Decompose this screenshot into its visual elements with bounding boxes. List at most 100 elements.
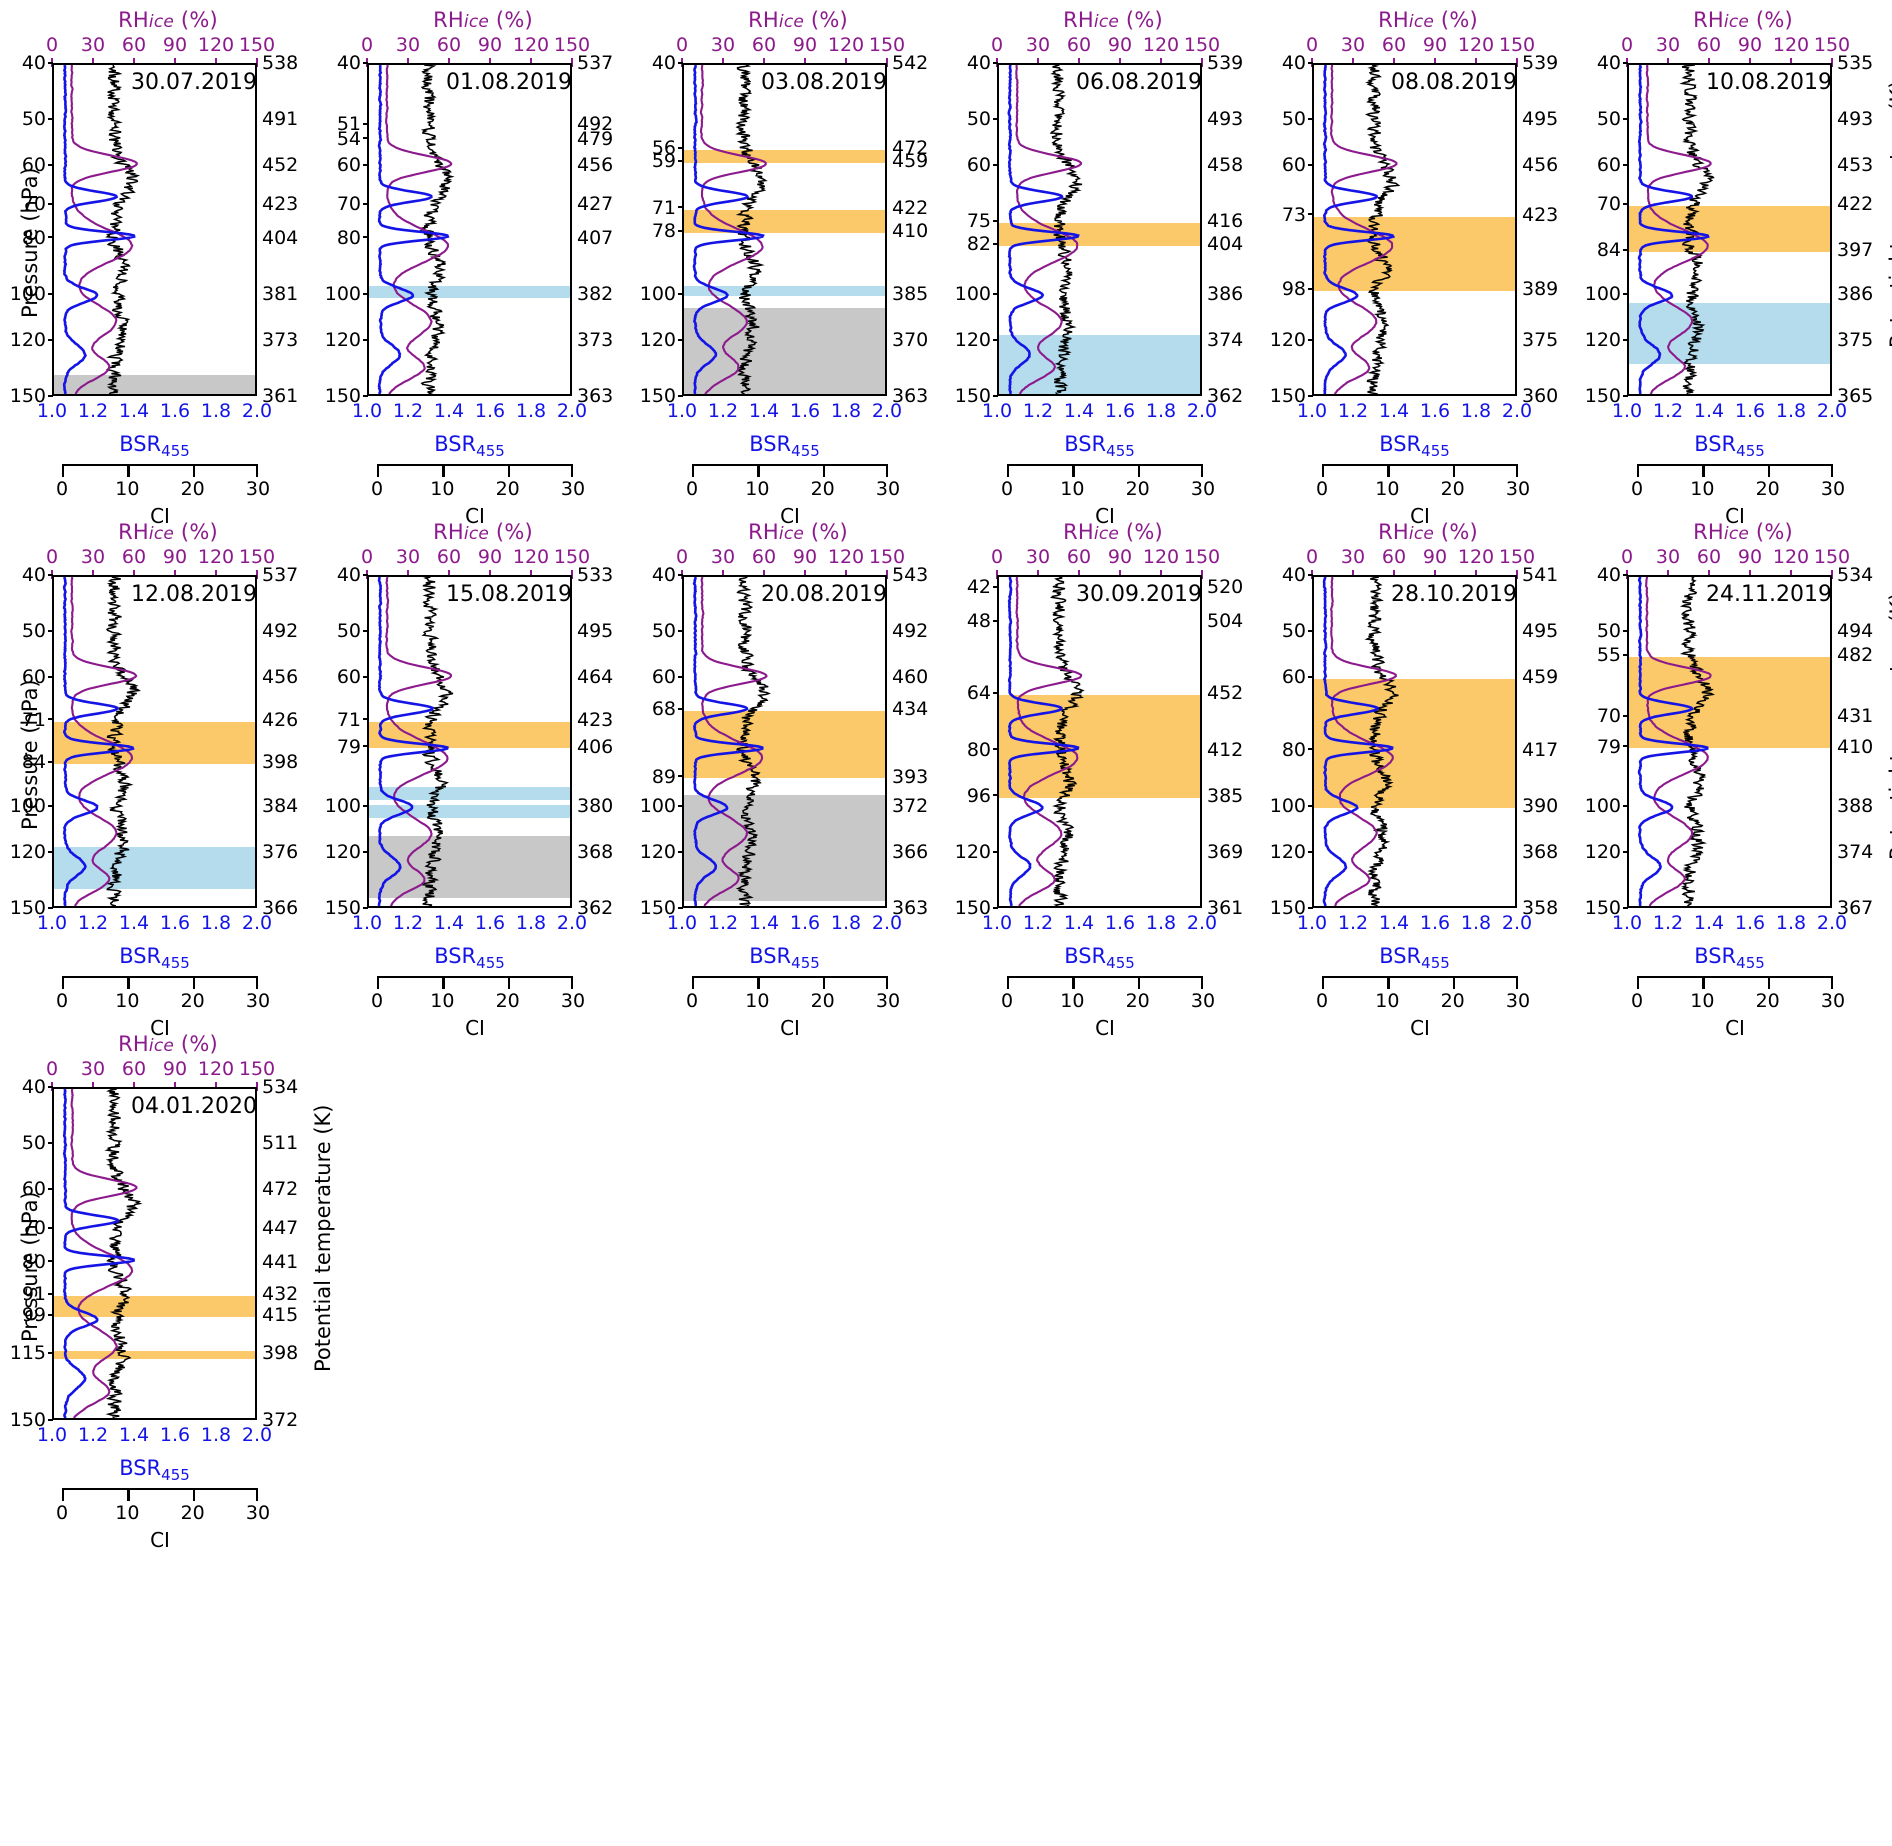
pressure-tick-mark (993, 292, 998, 295)
ci-axis (1322, 976, 1518, 989)
rh-tick-label: 150 (553, 546, 591, 568)
rh-tick-label: 150 (1813, 546, 1851, 568)
bsr455-trace (1639, 577, 1707, 906)
pressure-tick-mark (363, 745, 368, 748)
bsr-axis-title: BSR455 (749, 944, 820, 973)
pressure-tick-label: 56 (651, 136, 676, 159)
rh-axis-title-sub: ice (1408, 12, 1435, 32)
rh-axis-title-text: RH (1063, 8, 1094, 32)
rh-tick-mark (1666, 58, 1670, 67)
rh-tick-label: 120 (197, 546, 235, 568)
pressure-tick-label: 42 (966, 576, 991, 599)
theta-tick-label: 459 (1522, 666, 1559, 689)
rh-axis-title-sub: ice (1723, 12, 1750, 32)
rh-tick-mark (803, 58, 807, 67)
ci-tick-label: 20 (180, 478, 205, 500)
bsr-tick-label: 1.4 (1378, 912, 1410, 934)
ci-tick-mark (62, 466, 65, 477)
pressure-tick-label: 80 (21, 226, 46, 249)
ci-tick-mark (1702, 978, 1705, 989)
ci-tick-mark (255, 1490, 258, 1501)
ci-axis (1637, 464, 1833, 477)
pressure-tick-mark (1623, 248, 1628, 251)
rh-tick-mark (447, 58, 451, 67)
ci-tick-mark (1637, 466, 1640, 477)
plot-area (1312, 63, 1517, 396)
rh-tick-mark (173, 58, 177, 67)
rh-tick-label: 120 (1772, 546, 1810, 568)
ci-tick-mark (1387, 466, 1390, 477)
ci-tick-mark (1767, 978, 1771, 989)
rh-tick-mark (488, 58, 492, 67)
bsr-tick-label: 1.2 (1337, 400, 1369, 422)
ci-axis (377, 464, 573, 477)
rh-tick-mark (1707, 58, 1711, 67)
theta-tick-label: 539 (1207, 52, 1244, 74)
rh-tick-mark (406, 570, 410, 579)
pressure-tick-mark (1623, 202, 1628, 205)
pressure-tick-label: 73 (1281, 203, 1306, 226)
rh-tick-mark (1392, 58, 1396, 67)
bsr-tick-label: 1.0 (1611, 912, 1643, 934)
theta-tick-label: 397 (1837, 238, 1874, 261)
pressure-tick-label: 60 (21, 1178, 46, 1201)
pressure-tick-mark (48, 1292, 53, 1295)
rh-tick-label: 60 (121, 34, 147, 56)
pressure-tick-label: 100 (1584, 282, 1621, 305)
pressure-tick-label: 70 (21, 193, 46, 215)
theta-tick-label: 432 (262, 1283, 299, 1306)
bsr-tick-label: 1.4 (118, 400, 150, 422)
theta-tick-label: 426 (262, 708, 299, 731)
ci-trace (1367, 65, 1398, 394)
rh-tick-label: 0 (45, 546, 59, 568)
rh-axis-title-unit: (%) (489, 8, 533, 32)
rh-tick-label: 30 (80, 546, 106, 568)
rh-tick-label: 0 (360, 546, 374, 568)
pressure-tick-mark (48, 1260, 53, 1263)
pressure-tick-label: 60 (1281, 666, 1306, 689)
plot-box (682, 63, 887, 396)
theta-tick-label: 423 (577, 708, 614, 731)
pressure-tick-label: 150 (1269, 385, 1306, 407)
bsr-tick-label: 2.0 (241, 912, 273, 934)
pressure-axis-label: Pressure (hPa) (18, 679, 42, 830)
pressure-tick-mark (1308, 287, 1313, 290)
bsr-tick-label: 1.8 (830, 400, 862, 422)
pressure-tick-mark (993, 850, 998, 853)
rh-tick-label: 30 (710, 34, 736, 56)
panel-06-08-2019: RHice (%) 0 30 60 90 120 150 06.08.2019 40 50 60 75… (945, 8, 1260, 528)
rh-axis-title: RHice (%) (367, 520, 599, 544)
pressure-tick-mark (48, 61, 53, 64)
bsr-tick-label: 2.0 (1186, 912, 1218, 934)
bsr-tick-label: 1.0 (1296, 912, 1328, 934)
pressure-tick-label: 100 (1269, 794, 1306, 817)
theta-tick-label: 535 (1837, 52, 1874, 74)
bsr-axis-title-sub: 455 (476, 442, 505, 461)
pressure-tick-mark (363, 236, 368, 239)
pressure-tick-label: 120 (1584, 328, 1621, 351)
rh-axis-title: RHice (%) (682, 520, 914, 544)
pressure-tick-mark (678, 61, 683, 64)
panel-30-09-2019: RHice (%) 0 30 60 90 120 150 30.09.2019 42 48 64 80… (945, 520, 1260, 1040)
rh-tick-mark (1036, 58, 1040, 67)
bsr-axis-title-sub: 455 (791, 442, 820, 461)
pressure-tick-label: 50 (1281, 620, 1306, 643)
ci-axis (62, 464, 258, 477)
ci-tick-label: 30 (1190, 990, 1216, 1012)
pressure-tick-mark (48, 1314, 53, 1317)
theta-tick-label: 398 (262, 750, 299, 773)
ci-tick-label: 0 (1000, 990, 1014, 1012)
profile-traces (1629, 577, 1830, 906)
ci-axis-title: CI (150, 1528, 170, 1552)
plot-area (997, 63, 1202, 396)
profile-traces (54, 1089, 255, 1418)
rh-tick-label: 0 (1305, 546, 1319, 568)
ci-trace (422, 65, 452, 394)
pressure-tick-label: 60 (1281, 154, 1306, 177)
pressure-tick-label: 150 (954, 897, 991, 919)
rh-tick-mark (885, 58, 889, 67)
band-grey (54, 375, 255, 394)
panel-24-11-2019: RHice (%) 0 30 60 90 120 150 24.11.2019 40 50 55 70… (1575, 520, 1892, 1040)
ci-tick-label: 20 (1755, 990, 1780, 1012)
theta-tick-label: 406 (577, 735, 614, 758)
